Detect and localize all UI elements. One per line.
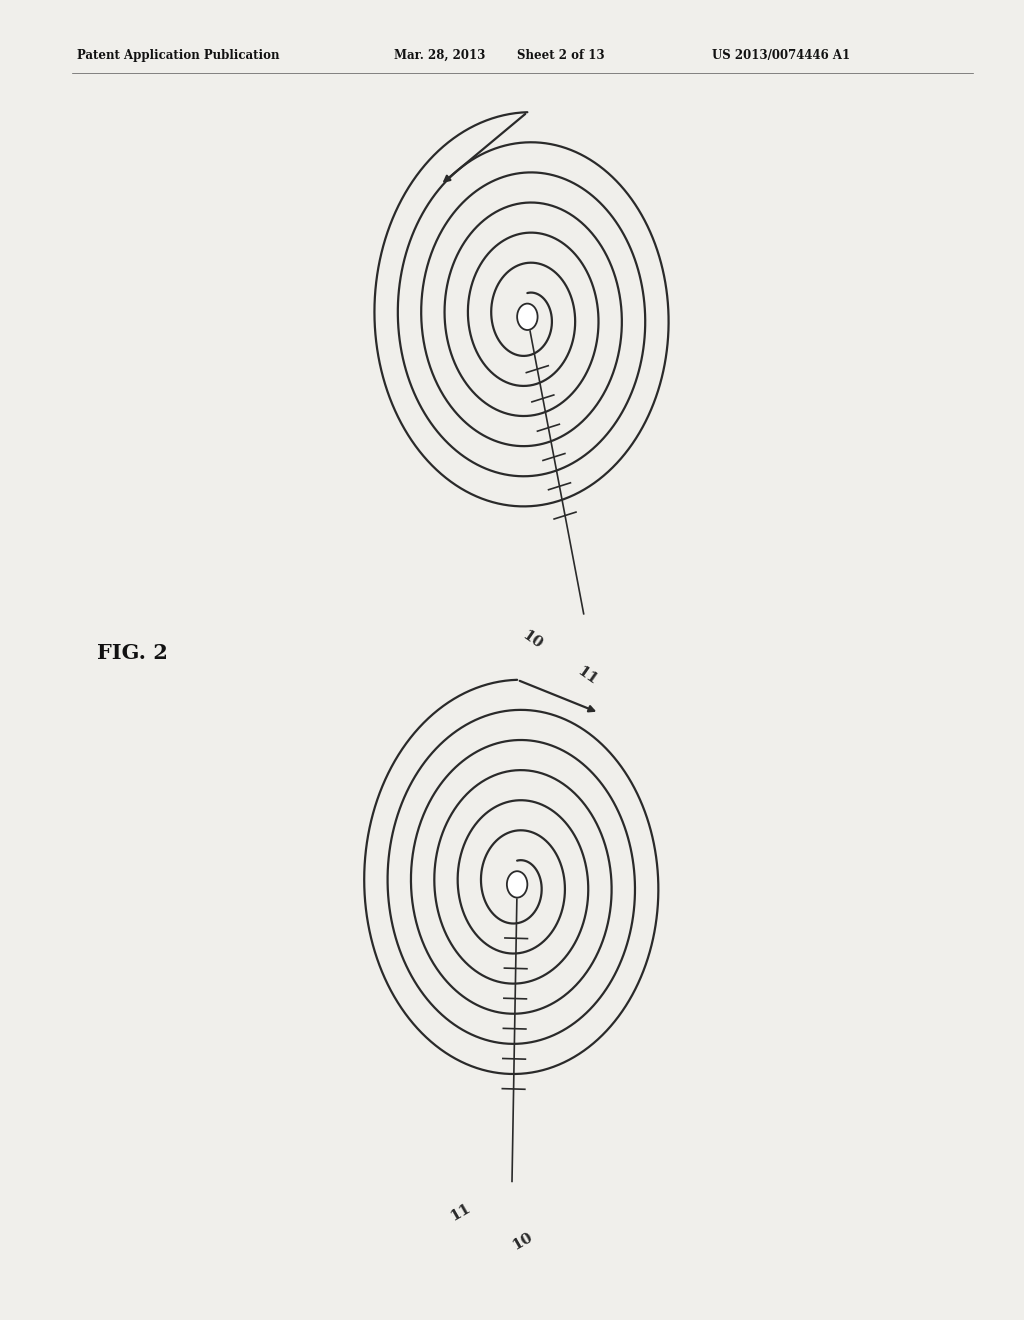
Text: 11: 11: [574, 664, 599, 688]
Text: 10: 10: [510, 1229, 535, 1253]
Circle shape: [517, 304, 538, 330]
Text: FIG. 2: FIG. 2: [97, 643, 168, 664]
Text: Mar. 28, 2013: Mar. 28, 2013: [394, 49, 485, 62]
Text: 10: 10: [520, 628, 545, 652]
Text: 11: 11: [449, 1200, 473, 1224]
Text: US 2013/0074446 A1: US 2013/0074446 A1: [712, 49, 850, 62]
Text: Sheet 2 of 13: Sheet 2 of 13: [517, 49, 605, 62]
Text: Patent Application Publication: Patent Application Publication: [77, 49, 280, 62]
Circle shape: [507, 871, 527, 898]
